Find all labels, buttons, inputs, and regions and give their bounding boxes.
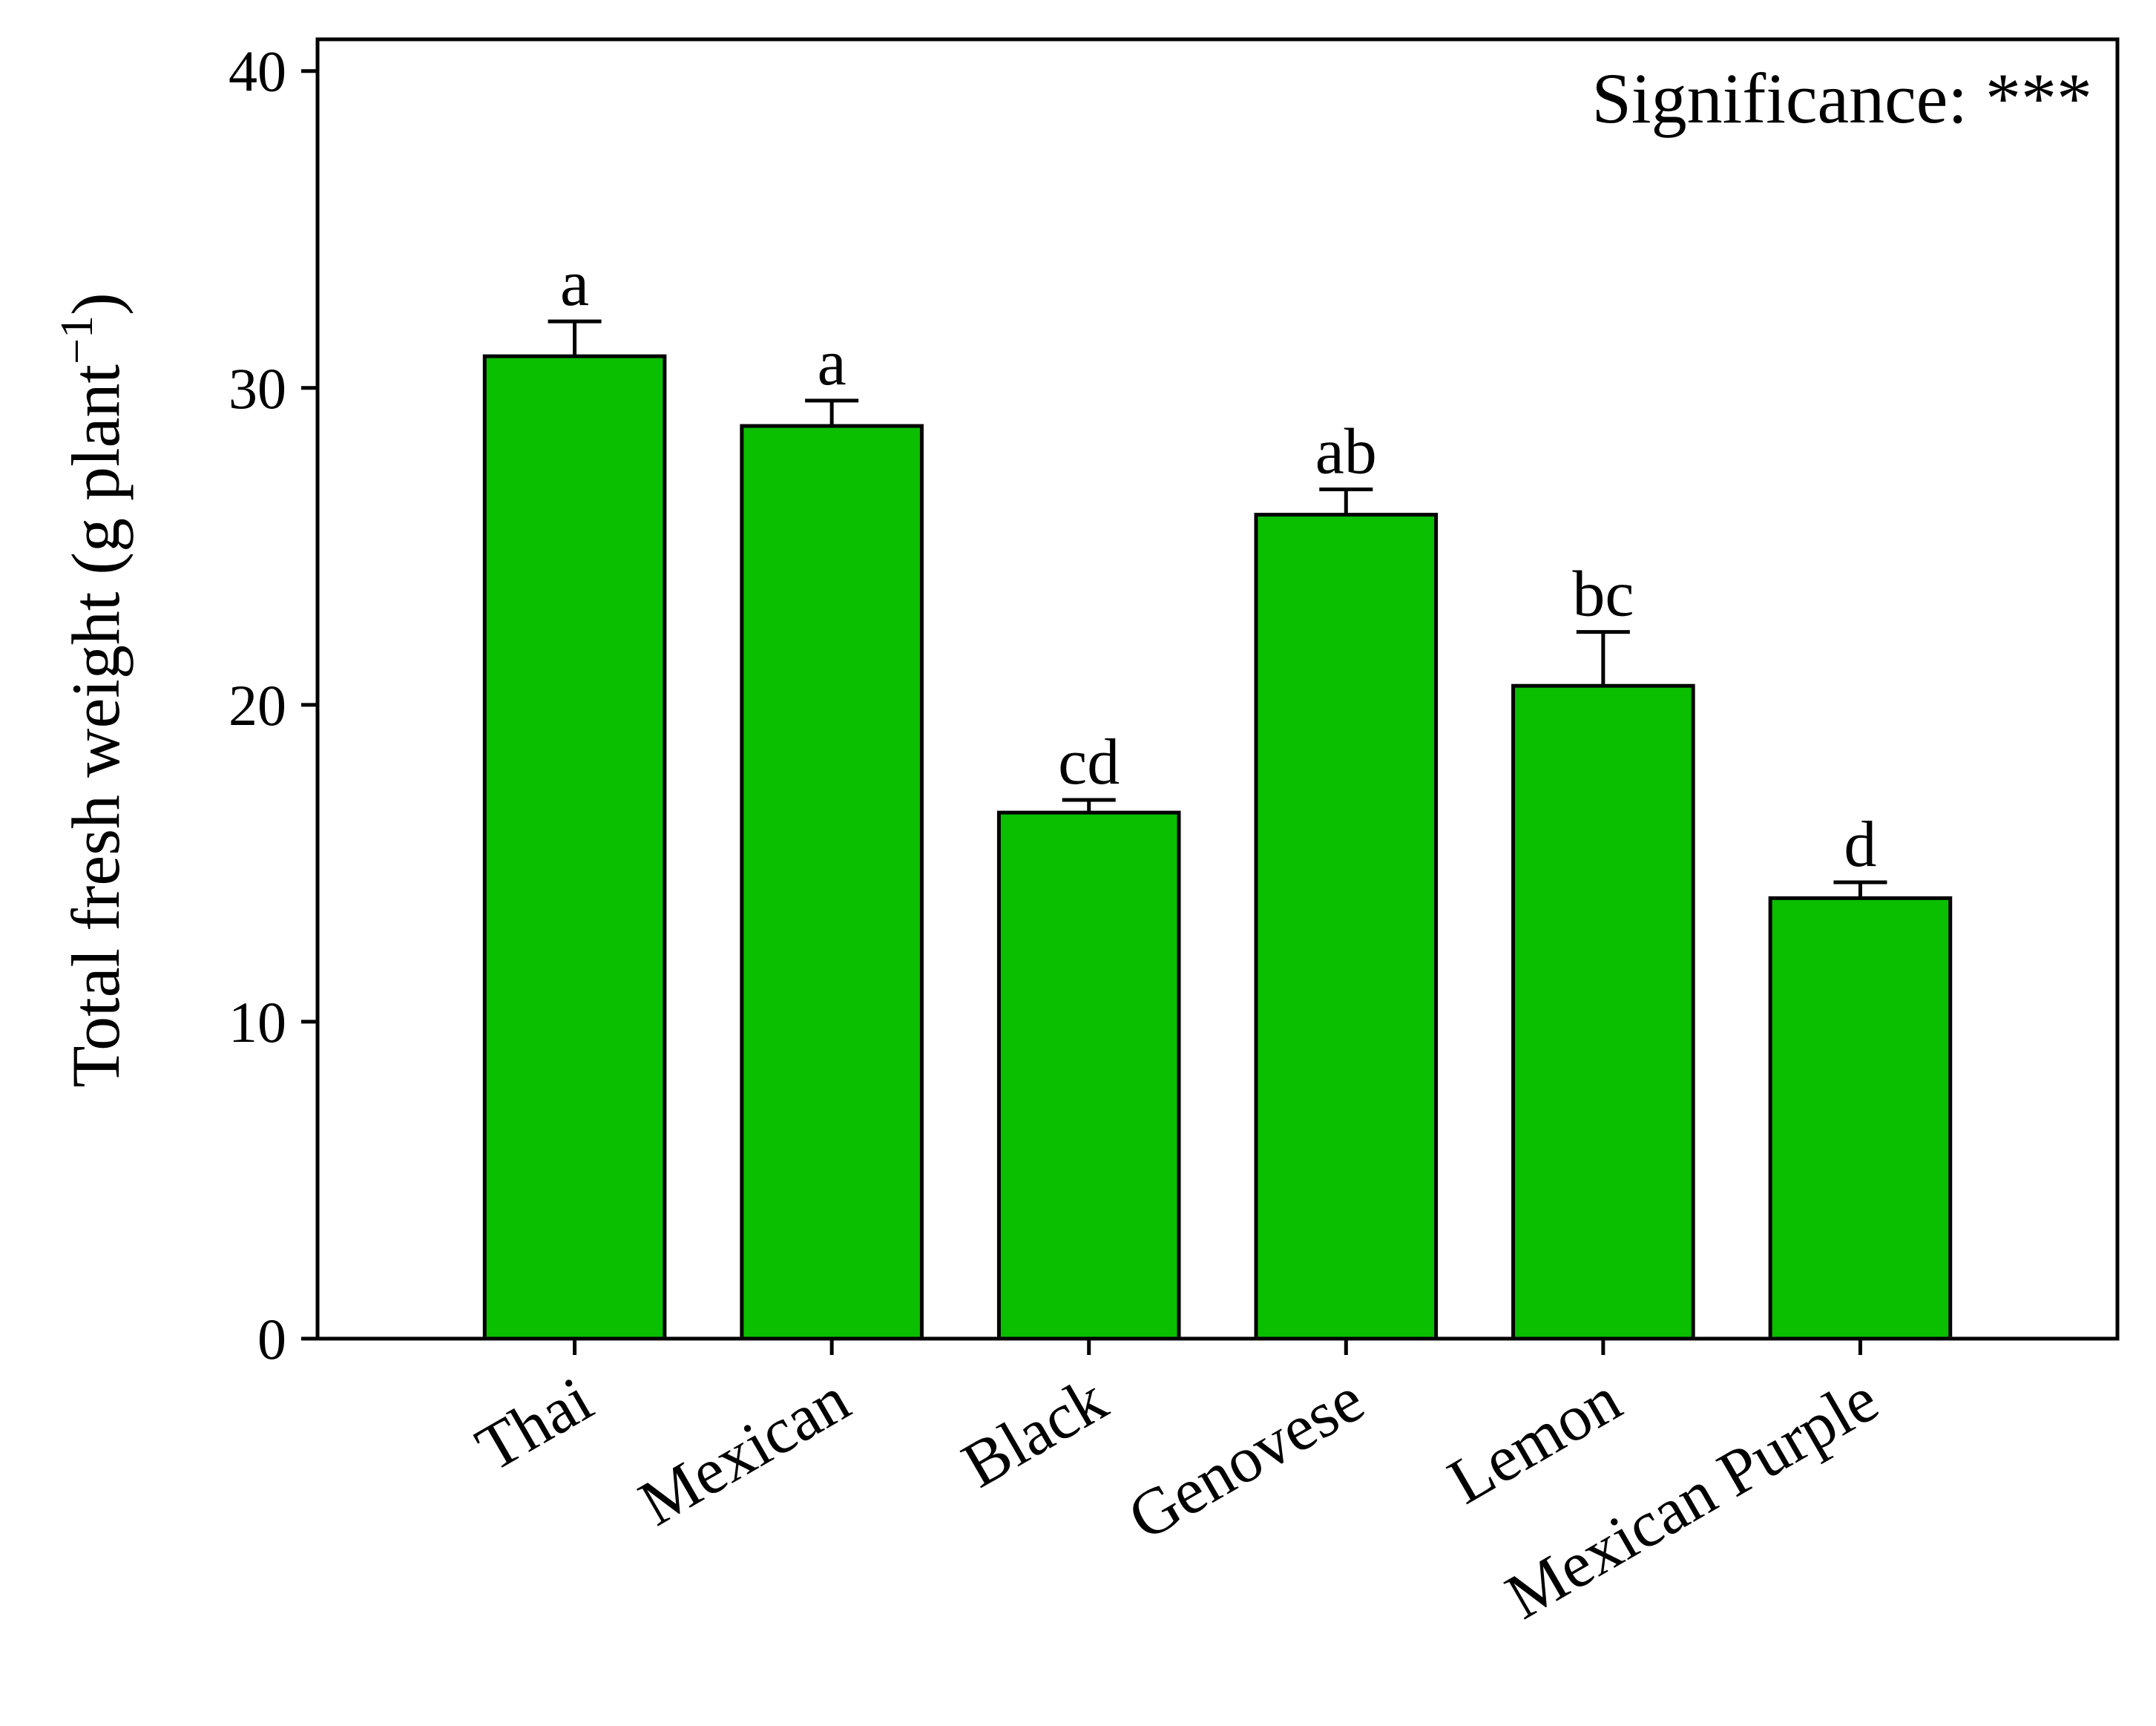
bar (996, 810, 1181, 1341)
bar (740, 424, 924, 1341)
y-tick-label: 0 (257, 1307, 286, 1371)
y-tick-label: 30 (229, 356, 286, 421)
bar (1254, 513, 1439, 1341)
y-tick-label: 10 (229, 990, 286, 1054)
y-label-superscript: −1 (52, 315, 102, 364)
significance-letter: a (818, 327, 847, 399)
y-axis-label: Total fresh weight (g plant−1) (52, 292, 134, 1087)
bar (1511, 683, 1695, 1341)
plot-frame (315, 37, 2120, 1341)
significance-letter: a (560, 248, 589, 320)
bar (1768, 896, 1953, 1341)
significance-letter: ab (1315, 416, 1377, 488)
y-tick-label: 40 (229, 39, 286, 104)
significance-letter: cd (1058, 726, 1120, 798)
y-label-suffix: ) (58, 292, 134, 315)
bar (482, 354, 667, 1341)
significance-letter: d (1844, 809, 1876, 881)
significance-annotation: Significance: *** (1592, 59, 2092, 138)
y-tick-label: 20 (229, 673, 286, 738)
y-label-text: Total fresh weight (g plant (58, 364, 134, 1088)
significance-letter: bc (1572, 559, 1634, 631)
